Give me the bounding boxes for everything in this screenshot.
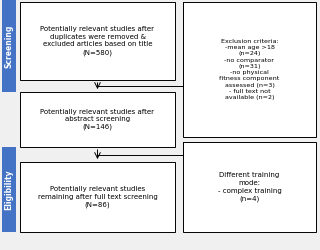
Bar: [20, 2, 175, 80]
Bar: [2, 0, 16, 92]
Bar: [183, 142, 316, 232]
Text: Potentially relevant studies
remaining after full text screening
(N=86): Potentially relevant studies remaining a…: [38, 186, 157, 208]
Bar: [20, 162, 175, 232]
Text: Different training
mode:
- complex training
(n=4): Different training mode: - complex train…: [218, 172, 281, 202]
Bar: [2, 147, 16, 232]
Text: Potentially relevant studies after
abstract screening
(N=146): Potentially relevant studies after abstr…: [41, 109, 155, 130]
Bar: [20, 92, 175, 147]
Bar: [183, 2, 316, 137]
Text: Exclusion criteria:
-mean age >18
(n=24)
-no comparator
(n=31)
-no physical
fitn: Exclusion criteria: -mean age >18 (n=24)…: [220, 39, 280, 100]
Text: Screening: Screening: [4, 24, 13, 68]
Text: Eligibility: Eligibility: [4, 169, 13, 210]
Text: Potentially relevant studies after
duplicates were removed &
excluded articles b: Potentially relevant studies after dupli…: [41, 26, 155, 56]
